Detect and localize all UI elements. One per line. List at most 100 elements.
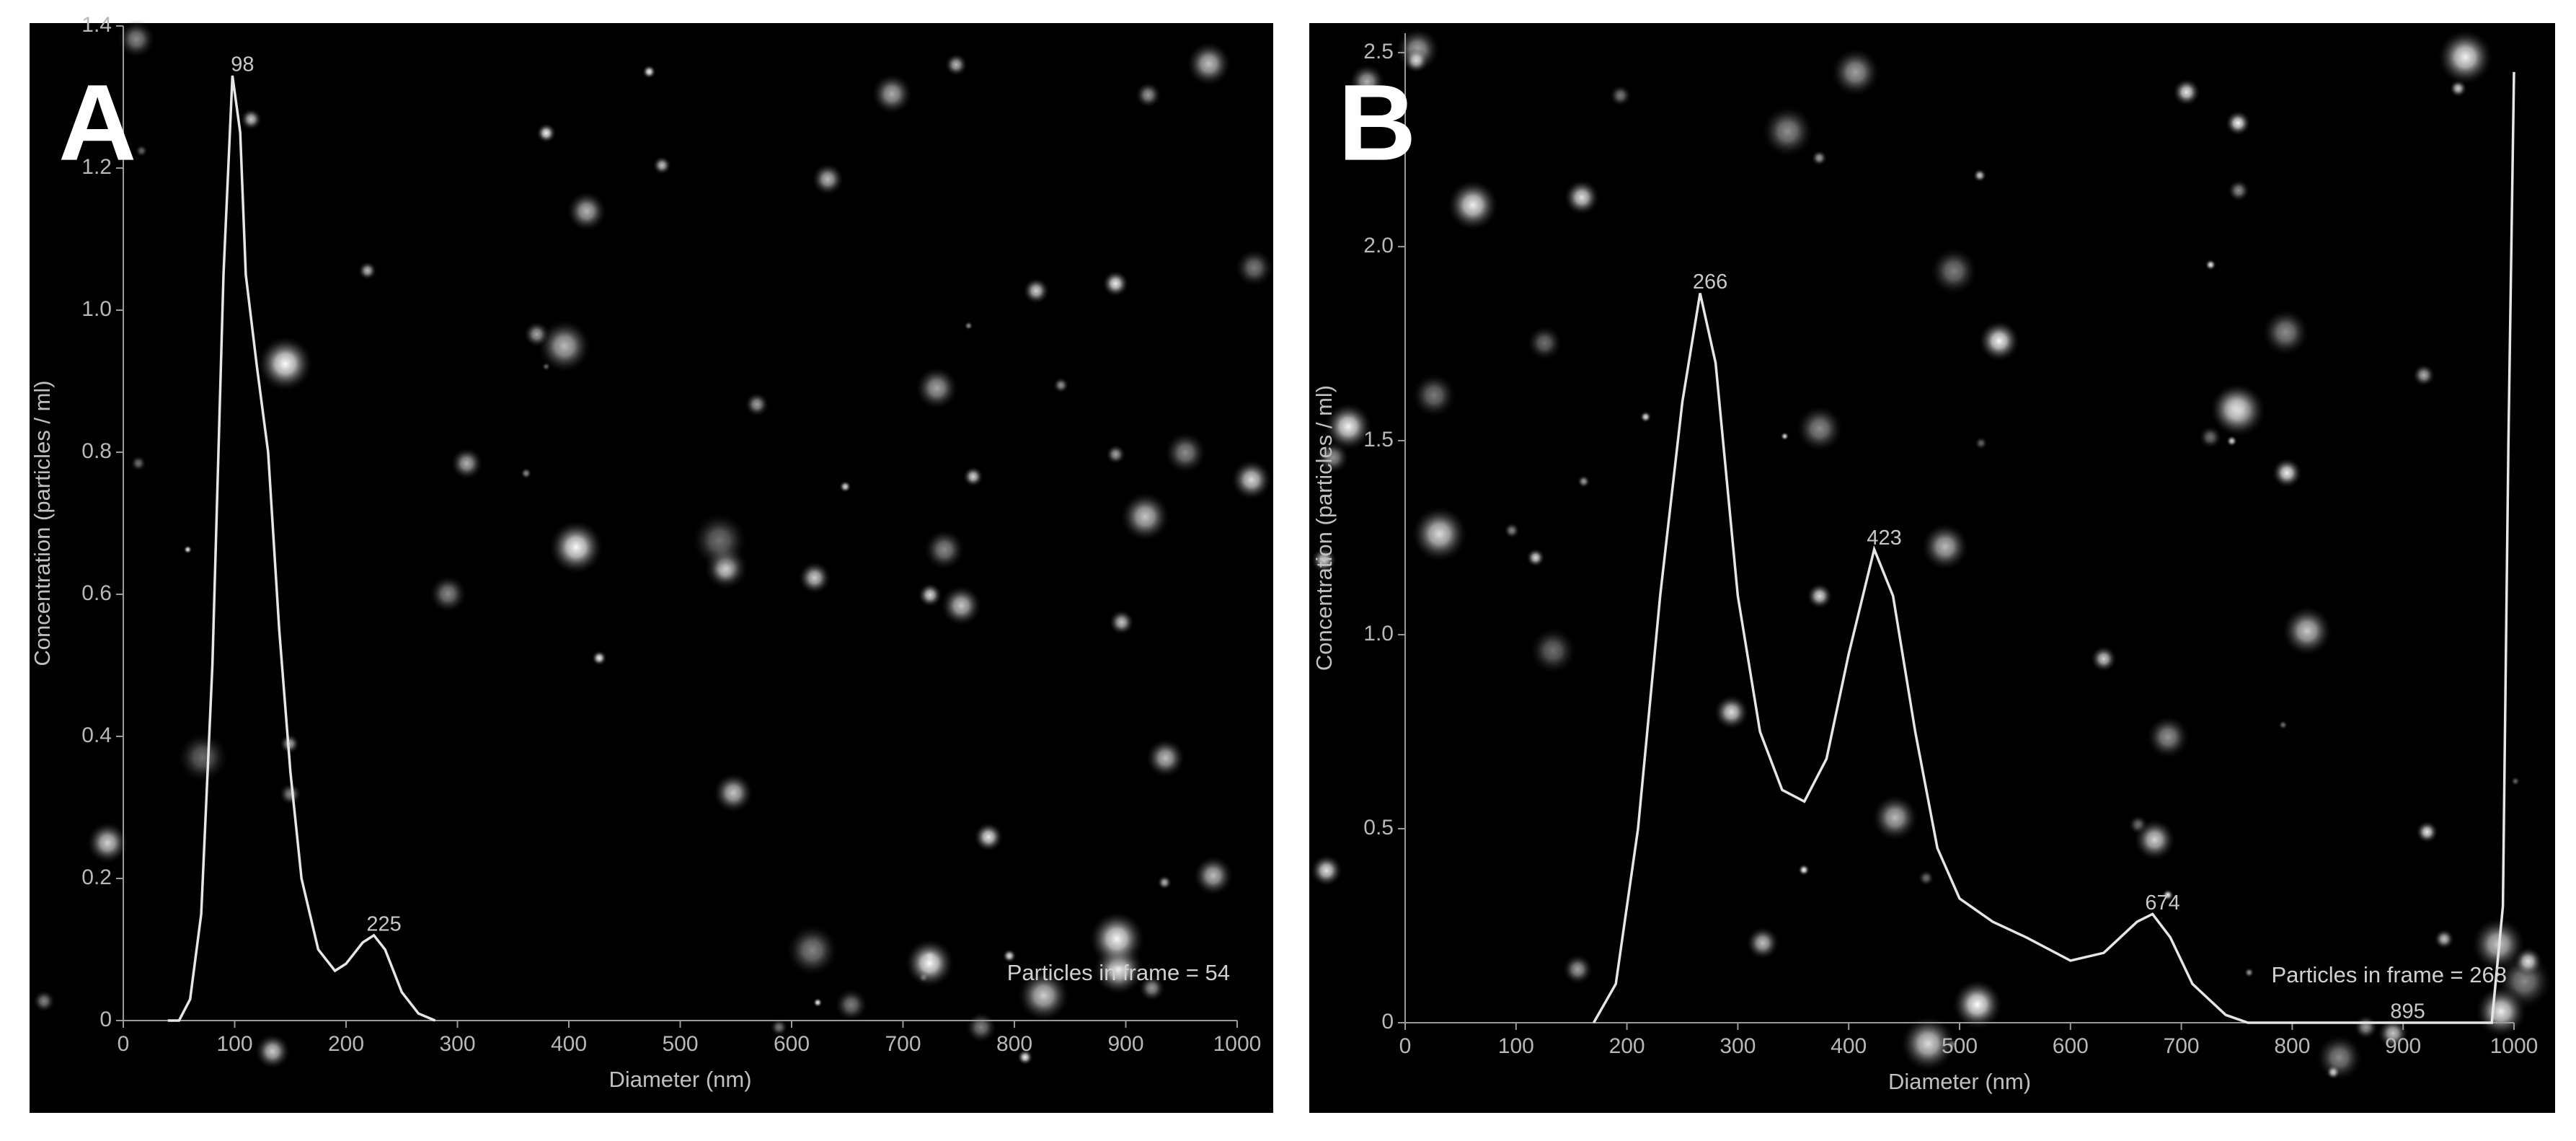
particle: [1310, 854, 1343, 887]
peak-label: 225: [366, 912, 401, 935]
particle: [240, 108, 262, 131]
x-tick-label: 700: [885, 1032, 921, 1056]
particle: [904, 938, 955, 989]
y-tick-label: 2.5: [1363, 40, 1394, 63]
x-tick-label: 300: [439, 1032, 475, 1056]
particle: [923, 528, 966, 571]
y-axis-label: Concentration (particles / ml): [30, 380, 55, 666]
y-tick-label: 1.0: [1363, 622, 1394, 646]
particle: [973, 821, 1004, 853]
particle: [130, 455, 147, 472]
y-tick-label: 0.2: [81, 865, 112, 889]
y-tick-label: 1.5: [1363, 428, 1394, 451]
particle: [652, 156, 672, 175]
particle: [2315, 1034, 2364, 1082]
particle: [1230, 459, 1272, 501]
y-tick-label: 0.8: [81, 439, 112, 463]
particle: [183, 545, 192, 555]
particle: [2353, 1014, 2378, 1040]
particle: [1946, 1038, 1958, 1050]
x-tick-label: 400: [551, 1032, 587, 1056]
peak-label: 98: [231, 53, 254, 76]
particle: [1411, 372, 1457, 418]
distribution-line: [167, 75, 436, 1022]
particle: [2412, 364, 2435, 387]
particle: [1978, 320, 2021, 362]
particle: [1022, 277, 1050, 304]
particle: [811, 162, 845, 196]
peak-label: 266: [1693, 270, 1727, 294]
particle: [1145, 738, 1186, 778]
particle: [1503, 522, 1521, 539]
particle: [1526, 325, 1563, 361]
x-tick-label: 800: [996, 1032, 1032, 1056]
particle: [2415, 820, 2439, 844]
particle: [1563, 179, 1601, 216]
particle: [2225, 110, 2252, 136]
y-tick-label: 0.4: [81, 723, 112, 747]
particle: [2261, 308, 2310, 357]
particle: [591, 650, 607, 666]
particle: [1609, 84, 1632, 107]
x-tick-label: 300: [1719, 1034, 1756, 1058]
particle: [2278, 720, 2288, 730]
peak-label: 423: [1867, 527, 1901, 550]
particle: [870, 72, 913, 115]
particle: [691, 511, 748, 570]
particle: [834, 987, 869, 1022]
particle: [965, 1010, 998, 1044]
x-axis-label: Diameter (nm): [608, 1067, 751, 1092]
particle: [1002, 948, 1017, 964]
particle: [1974, 436, 1988, 450]
particle: [2172, 78, 2201, 107]
x-tick-label: 100: [216, 1032, 252, 1056]
particle: [520, 467, 532, 480]
particle: [2133, 818, 2177, 861]
particle: [1830, 47, 1881, 98]
particle: [1761, 105, 1815, 159]
particle: [117, 19, 156, 59]
peak-label: 895: [2390, 1000, 2425, 1023]
particle: [1410, 505, 1469, 563]
panel-background: [1309, 23, 2555, 1113]
particle: [2090, 645, 2117, 673]
x-tick-label: 100: [1498, 1034, 1534, 1058]
particle: [712, 772, 754, 814]
x-tick-label: 700: [2164, 1034, 2200, 1058]
particle: [785, 923, 839, 977]
particles-note: Particles in frame = 54: [1007, 960, 1230, 985]
particle: [2474, 984, 2528, 1039]
particle: [2433, 928, 2455, 950]
particle: [964, 321, 973, 330]
particle: [1918, 870, 1935, 886]
particle: [2377, 1017, 2409, 1049]
particle: [358, 261, 377, 281]
y-tick-label: 1.2: [81, 155, 112, 179]
particle: [1135, 82, 1162, 109]
particle: [1108, 609, 1135, 635]
particle: [278, 783, 302, 806]
particle: [1921, 522, 1970, 571]
particle: [176, 731, 229, 784]
particle: [2510, 776, 2520, 786]
particle: [1017, 969, 1071, 1023]
x-tick-label: 1000: [2490, 1034, 2539, 1058]
x-tick-label: 400: [1831, 1034, 1867, 1058]
particle: [537, 318, 592, 374]
particle: [1745, 925, 1780, 960]
y-tick-label: 1.4: [81, 13, 112, 37]
particle: [1403, 48, 1430, 74]
particle: [940, 584, 983, 627]
x-tick-label: 0: [1399, 1034, 1412, 1058]
particle: [1446, 179, 1500, 232]
particle: [1120, 490, 1171, 542]
particle: [541, 362, 551, 371]
particle: [1316, 440, 1350, 475]
particle: [2205, 259, 2217, 271]
particle: [86, 821, 130, 865]
particle: [1105, 444, 1126, 464]
particle: [813, 997, 823, 1008]
particle: [642, 64, 657, 79]
particle: [1234, 247, 1275, 288]
